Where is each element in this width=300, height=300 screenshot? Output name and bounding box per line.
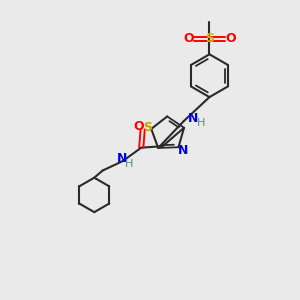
Text: O: O (183, 32, 194, 45)
Text: N: N (116, 152, 127, 165)
Text: H: H (125, 159, 134, 169)
Text: O: O (225, 32, 236, 45)
Text: S: S (143, 121, 152, 134)
Text: N: N (188, 112, 198, 125)
Text: H: H (196, 118, 205, 128)
Text: N: N (178, 144, 189, 157)
Text: O: O (133, 120, 144, 133)
Text: S: S (205, 32, 214, 45)
